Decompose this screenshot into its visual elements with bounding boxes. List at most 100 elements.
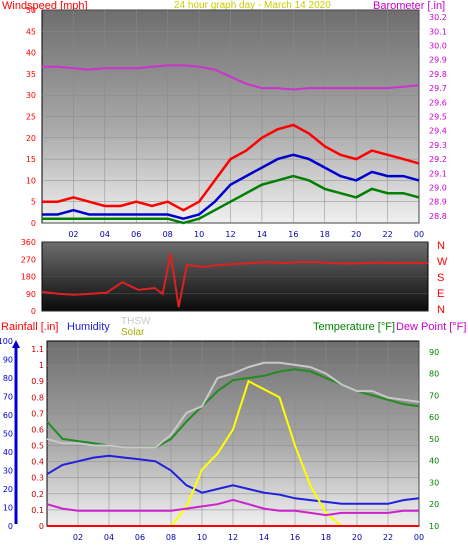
humidity-tick-label: 80	[3, 374, 13, 383]
temp-x-tick-label: 06	[135, 533, 145, 542]
rainfall-tick-label: 1	[39, 361, 44, 370]
temp-x-tick-label: 16	[290, 533, 300, 542]
humidity-tick-label: 20	[3, 485, 13, 494]
temp-x-tick-label: 18	[321, 533, 331, 542]
humidity-label: Humidity	[67, 321, 110, 333]
barometer-tick-label: 29.1	[429, 169, 447, 178]
rainfall-tick-label: 0.9	[31, 377, 44, 386]
temp-x-tick-label: 08	[166, 533, 176, 542]
wind-tick-label: 45	[26, 27, 36, 36]
humidity-tick-label: 10	[3, 504, 13, 513]
temp-x-tick-label: 22	[383, 533, 393, 542]
humidity-axis-arrow	[12, 340, 20, 348]
temp-x-tick-label: 02	[73, 533, 83, 542]
temp-x-tick-label: 10	[197, 533, 207, 542]
wind-tick-label: 5	[31, 198, 36, 207]
temperature-label: Temperature [°F]	[313, 321, 396, 333]
rainfall-tick-label: 0.3	[31, 474, 44, 483]
temp-series	[46, 361, 420, 527]
wind-low-line	[42, 174, 420, 225]
direction-tick-label: 0	[31, 307, 36, 316]
rainfall-tick-label: 0.7	[31, 409, 44, 418]
humidity-tick-label: 60	[3, 411, 13, 420]
wind-avg-line	[42, 153, 420, 220]
wind-x-tick-label: 18	[320, 230, 330, 239]
wind-series	[42, 64, 420, 225]
wind-x-tick-label: 20	[351, 230, 361, 239]
rainfall-tick-label: 0	[39, 522, 44, 531]
wind-x-tick-label: 22	[382, 230, 392, 239]
barometer-tick-label: 29.5	[429, 113, 447, 122]
wind-gust-line	[42, 123, 420, 212]
temperature-tick-label: 70	[429, 391, 439, 400]
windspeed-label: Windspeed [mph]	[2, 0, 88, 12]
dir-letter-n-top: N	[437, 240, 445, 252]
rainfall-tick-label: 1.1	[31, 345, 44, 354]
wind-tick-label: 30	[26, 91, 36, 100]
direction-tick-label: 180	[21, 273, 36, 282]
wind-x-tick-label: 00	[414, 230, 424, 239]
rainfall-tick-label: 0.4	[31, 458, 44, 467]
dir-letter-w: W	[437, 256, 448, 268]
direction-tick-label: 270	[21, 255, 36, 264]
wind-tick-label: 10	[26, 176, 36, 185]
temperature-tick-label: 20	[429, 500, 439, 509]
temp-ticks: 010203040506070809010000.10.20.30.40.50.…	[0, 337, 439, 542]
direction-line	[41, 253, 429, 308]
humidity-tick-label: 90	[3, 356, 13, 365]
wind-x-tick-label: 06	[131, 230, 141, 239]
wind-tick-label: 15	[26, 155, 36, 164]
temperature-tick-label: 30	[429, 478, 439, 487]
barometer-tick-label: 30.2	[429, 13, 447, 22]
thsw-line	[46, 361, 420, 449]
chart-title: 24 hour graph day - March 14 2020	[174, 0, 331, 11]
wind-x-tick-label: 02	[68, 230, 78, 239]
wind-tick-label: 40	[26, 49, 36, 58]
barometer-tick-label: 29.4	[429, 127, 447, 136]
direction-tick-label: 360	[21, 238, 36, 247]
dir-letter-e: E	[437, 288, 445, 300]
wind-x-tick-label: 12	[225, 230, 235, 239]
temp-x-tick-label: 20	[352, 533, 362, 542]
rainfall-tick-label: 0.1	[31, 506, 44, 515]
rainfall-tick-label: 0.6	[31, 425, 44, 434]
barometer-tick-label: 29.2	[429, 155, 447, 164]
humidity-tick-label: 40	[3, 448, 13, 457]
humidity-tick-label: 100	[0, 337, 13, 346]
wind-x-tick-label: 16	[288, 230, 298, 239]
barometer-tick-label: 29.6	[429, 98, 447, 107]
humidity-line	[46, 454, 420, 505]
wind-tick-label: 50	[26, 6, 36, 15]
humidity-tick-label: 70	[3, 393, 13, 402]
rainfall-tick-label: 0.2	[31, 490, 44, 499]
wind-x-tick-label: 10	[194, 230, 204, 239]
dir-letter-n-bottom: N	[437, 304, 445, 316]
wind-tick-label: 0	[31, 219, 36, 228]
humidity-tick-label: 30	[3, 467, 13, 476]
humidity-tick-label: 0	[8, 522, 13, 531]
temperature-tick-label: 10	[429, 522, 439, 531]
wind-tick-label: 25	[26, 113, 36, 122]
wind-tick-label: 35	[26, 70, 36, 79]
rainfall-tick-label: 0.8	[31, 393, 44, 402]
barometer-label: Barometer [.in]	[373, 0, 446, 12]
barometer-tick-label: 29.8	[429, 70, 447, 79]
temperature-tick-label: 90	[429, 348, 439, 357]
dewpoint-line	[46, 498, 419, 517]
temperature-tick-label: 80	[429, 370, 439, 379]
temp-x-tick-label: 00	[414, 533, 424, 542]
temperature-tick-label: 60	[429, 413, 439, 422]
rainfall-label: Rainfall [.in]	[1, 321, 59, 333]
temperature-tick-label: 40	[429, 457, 439, 466]
wind-x-tick-label: 04	[100, 230, 110, 239]
barometer-tick-label: 28.9	[429, 198, 447, 207]
dewpoint-label: Dew Point [°F]	[396, 321, 467, 333]
direction-series	[41, 253, 429, 308]
barometer-tick-label: 29.3	[429, 141, 447, 150]
barometer-line	[42, 64, 420, 91]
wind-x-tick-label: 14	[257, 230, 267, 239]
thsw-label: THSW	[121, 316, 151, 327]
wind-x-tick-label: 08	[163, 230, 173, 239]
temperature-tick-label: 50	[429, 435, 439, 444]
